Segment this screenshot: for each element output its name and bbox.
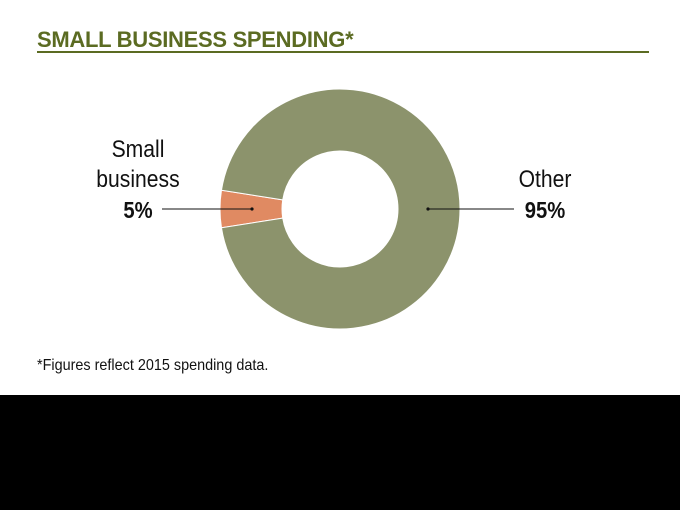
leader-dot-other <box>426 207 430 211</box>
title-underline <box>37 51 649 53</box>
bottom-black-band <box>0 395 680 510</box>
leader-dot-small-business <box>250 207 254 211</box>
slice-value-small-business: 5% <box>123 197 153 223</box>
slice-value-other: 95% <box>524 197 566 223</box>
slice-label-other: Other <box>518 166 572 193</box>
slice-label-small-business-line2: business <box>96 166 180 193</box>
footnote: *Figures reflect 2015 spending data. <box>37 357 269 374</box>
slice-label-small-business-line1: Small <box>111 136 165 163</box>
donut-chart <box>162 88 514 330</box>
chart-title: SMALL BUSINESS SPENDING* <box>37 27 354 52</box>
donut-slice-other <box>220 88 461 330</box>
